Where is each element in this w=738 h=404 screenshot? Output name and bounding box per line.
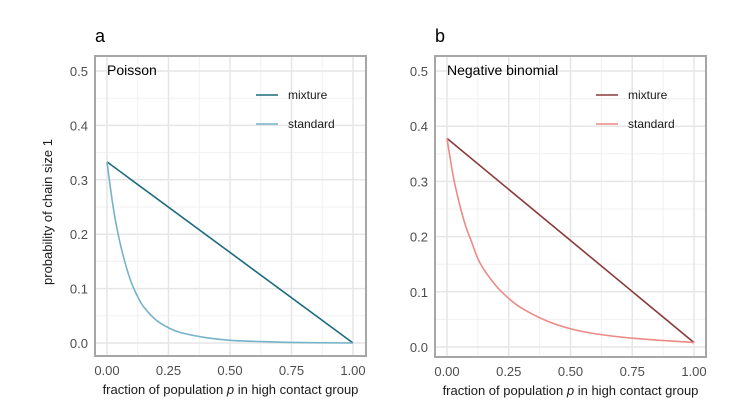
y-tick-label: 0.4	[410, 119, 428, 134]
panel-title: Negative binomial	[447, 62, 558, 78]
panel-border	[434, 55, 707, 358]
x-tick-label: 1.00	[340, 363, 365, 378]
panel-a: 0.00 0.25 0.50 0.75 1.00 0.0 0.1 0.2 0.3 0.4 0.5 mi…	[40, 26, 367, 397]
x-tick-label: 0.75	[279, 363, 304, 378]
legend-label-mixture: mixture	[628, 88, 668, 102]
y-tick-label: 0.5	[410, 64, 428, 79]
x-tick-label: 0.25	[496, 364, 521, 379]
x-tick-label: 1.00	[681, 364, 706, 379]
series-line-standard	[106, 161, 354, 344]
x-axis-label-variable: p	[566, 383, 574, 398]
y-tick-label: 0.1	[70, 282, 88, 297]
panel-title: Poisson	[107, 62, 157, 78]
x-tick-label: 0.25	[156, 363, 181, 378]
x-tick-label: 0.50	[558, 364, 583, 379]
x-tick-label: 0.00	[434, 364, 459, 379]
x-tick-label: 0.00	[94, 363, 119, 378]
legend-label-standard: standard	[288, 117, 335, 131]
y-tick-label: 0.3	[70, 173, 88, 188]
y-tick-label: 0.4	[70, 118, 88, 133]
legend-label-standard: standard	[628, 117, 675, 131]
y-tick-label: 0.2	[70, 227, 88, 242]
panel-b: 0.00 0.25 0.50 0.75 1.00 0.0 0.1 0.2 0.3 0.4 0.5 mi…	[410, 26, 707, 398]
series-line-standard	[446, 138, 695, 344]
panel-border	[94, 55, 367, 357]
x-tick-label: 0.50	[217, 363, 242, 378]
x-axis-label: fraction of population p in high contact…	[103, 382, 359, 397]
x-tick-label: 0.75	[620, 364, 645, 379]
y-tick-label: 0.3	[410, 174, 428, 189]
legend-label-mixture: mixture	[288, 88, 328, 102]
x-axis-label-text: in high contact group	[574, 383, 698, 398]
y-axis-label: probability of chain size 1	[40, 139, 55, 285]
series-line-mixture	[446, 137, 695, 344]
y-tick-label: 0.2	[410, 230, 428, 245]
y-tick-label: 0.5	[70, 64, 88, 79]
y-tick-label: 0.0	[410, 340, 428, 355]
y-tick-label: 0.1	[410, 285, 428, 300]
x-axis-label-text: in high contact group	[234, 382, 358, 397]
x-axis-label-text: fraction of population	[443, 383, 567, 398]
x-axis-label-variable: p	[226, 382, 234, 397]
x-axis-label-text: fraction of population	[103, 382, 227, 397]
panel-tag: a	[95, 26, 106, 46]
panel-tag: b	[435, 26, 445, 46]
x-axis-label: fraction of population p in high contact…	[443, 383, 699, 398]
series-line-mixture	[106, 161, 354, 344]
y-tick-label: 0.0	[70, 336, 88, 351]
